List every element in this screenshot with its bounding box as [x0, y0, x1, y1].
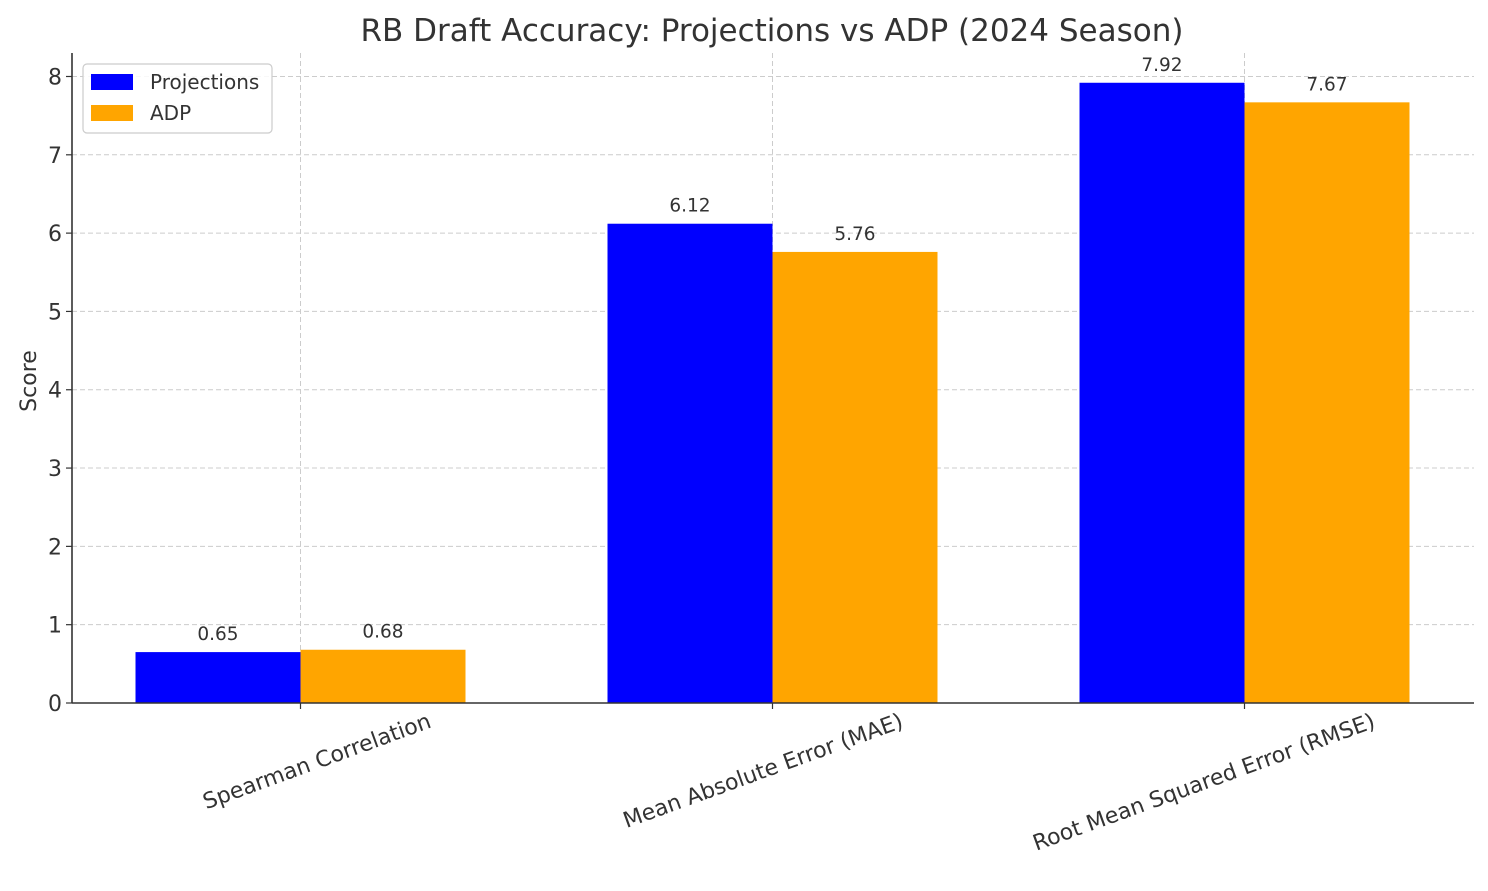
bar-value-label: 0.65: [197, 624, 238, 645]
legend-swatch: [91, 74, 133, 90]
bar-adp: [1244, 102, 1410, 704]
bar-projections: [607, 223, 773, 703]
bar-value-label: 7.67: [1306, 74, 1347, 95]
bar-adp: [300, 649, 466, 703]
y-tick-label: 7: [48, 144, 62, 169]
y-tick-label: 5: [48, 300, 62, 325]
chart-title: RB Draft Accuracy: Projections vs ADP (2…: [361, 13, 1184, 49]
y-tick-label: 4: [48, 379, 62, 404]
bar-value-label: 6.12: [669, 196, 710, 217]
bar-projections: [1079, 82, 1245, 703]
y-axis-label: Score: [17, 350, 42, 412]
y-tick-label: 8: [48, 65, 62, 90]
axes: [66, 53, 1474, 709]
legend-label: Projections: [150, 70, 259, 94]
x-tick-label: Root Mean Squared Error (RMSE): [1030, 709, 1379, 856]
bar-value-label: 5.76: [834, 224, 875, 245]
legend-swatch: [91, 105, 133, 121]
y-tick-label: 0: [48, 692, 62, 717]
y-tick-label: 3: [48, 457, 62, 482]
legend-label: ADP: [150, 101, 191, 125]
bar-adp: [772, 251, 938, 704]
bar-value-label: 7.92: [1141, 55, 1182, 76]
y-tick-label: 2: [48, 535, 62, 560]
bar-projections: [135, 652, 301, 703]
bars: [135, 82, 1410, 704]
y-tick-label: 6: [48, 222, 62, 247]
x-tick-label: Spearman Correlation: [200, 709, 435, 815]
bar-value-label: 0.68: [362, 622, 403, 643]
y-tick-label: 1: [48, 614, 62, 639]
x-tick-label: Mean Absolute Error (MAE): [620, 709, 907, 834]
legend: Projections ADP: [82, 63, 273, 134]
data-labels: 0.65 6.12 7.92 0.68 5.76 7.67: [197, 55, 1347, 645]
